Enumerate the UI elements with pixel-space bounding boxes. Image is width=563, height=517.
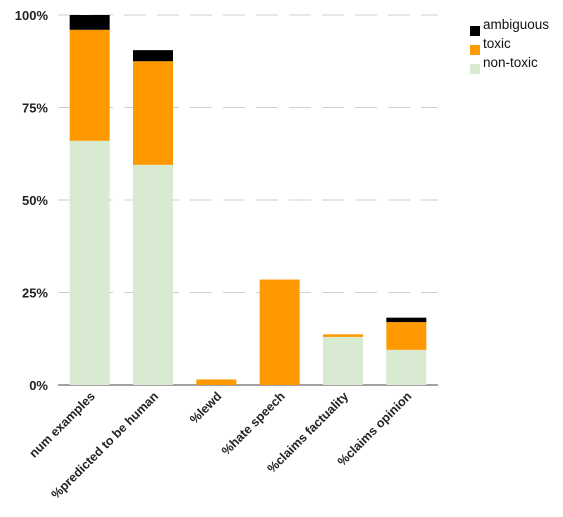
legend-swatch-non-toxic: [470, 64, 480, 74]
bar-segment-toxic: [196, 379, 237, 385]
legend-swatch-toxic: [470, 45, 480, 55]
bars: [69, 15, 427, 385]
x-axis-labels: num examples%predicted to be human %lewd%…: [26, 389, 414, 502]
grid-lines: [58, 14, 438, 293]
bar-segment-ambiguous: [386, 317, 427, 323]
legend-swatch-ambiguous: [470, 26, 480, 36]
bar-segment-non-toxic: [386, 349, 427, 385]
legend-label-non-toxic: non-toxic: [483, 55, 538, 70]
legend: ambiguous toxic non-toxic: [470, 17, 549, 74]
bar-segment-ambiguous: [69, 15, 110, 30]
x-category-label: %hate speech: [219, 389, 288, 458]
legend-label-toxic: toxic: [483, 36, 511, 51]
bar-segment-toxic: [133, 61, 173, 165]
bar-segment-non-toxic: [69, 140, 110, 385]
bar-segment-non-toxic: [133, 164, 173, 385]
y-tick-label: 0%: [29, 378, 48, 393]
legend-label-ambiguous: ambiguous: [483, 17, 549, 32]
bar-segment-toxic: [323, 334, 363, 337]
y-tick-label: 25%: [22, 286, 48, 301]
bar-segment-toxic: [386, 322, 427, 350]
x-category-label: %predicted to be human: [49, 389, 162, 502]
bar-segment-toxic: [259, 279, 300, 385]
bar-segment-ambiguous: [133, 50, 173, 62]
bar-segment-non-toxic: [323, 336, 363, 385]
y-tick-label: 100%: [15, 8, 49, 23]
bar-segment-toxic: [69, 29, 110, 141]
y-axis: 0% 25% 50% 75% 100%: [15, 8, 438, 393]
y-tick-label: 75%: [22, 101, 48, 116]
x-category-label: num examples: [26, 389, 97, 460]
y-tick-label: 50%: [22, 193, 48, 208]
x-category-label: %lewd: [187, 389, 224, 426]
